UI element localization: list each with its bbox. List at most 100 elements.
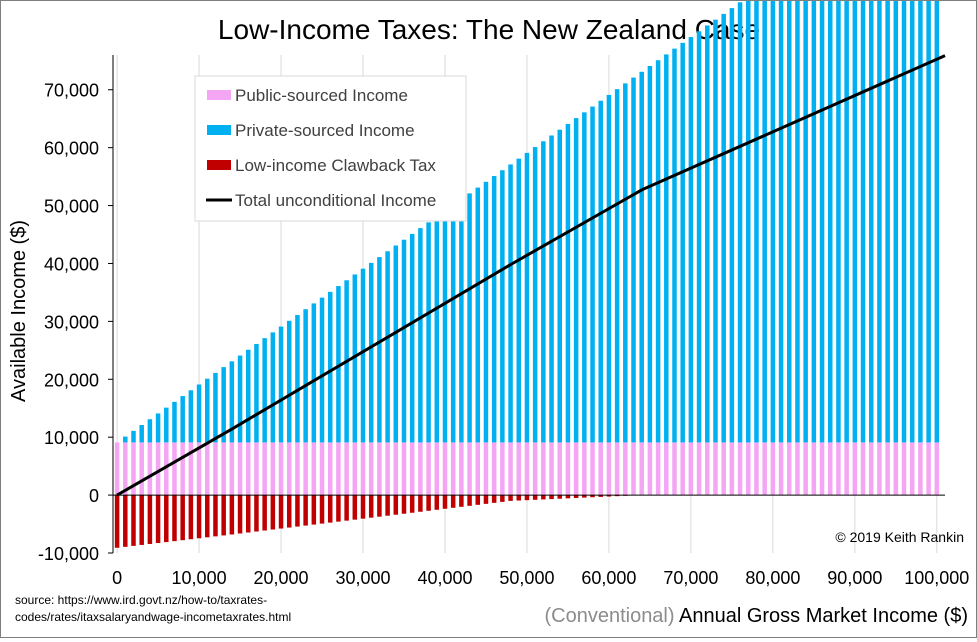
bar-public [205, 442, 210, 495]
bar-public [557, 442, 562, 495]
bar-private [476, 188, 481, 443]
bar-private [566, 124, 571, 442]
bar-public [295, 442, 300, 495]
bar-private [459, 199, 464, 442]
bar-clawback [254, 495, 259, 531]
bar-clawback [180, 495, 185, 540]
bar-private [279, 327, 284, 443]
bar-clawback [369, 495, 374, 518]
bar-public [279, 442, 284, 495]
bar-public [336, 442, 341, 495]
bar-clawback [557, 495, 562, 499]
y-tick-label: 60,000 [44, 139, 99, 159]
bar-public [353, 442, 358, 495]
bar-private [853, 1, 858, 442]
source-note: source: https://www.ird.govt.nz/how-to/t… [15, 592, 375, 626]
bar-clawback [246, 495, 251, 532]
bar-clawback [279, 495, 284, 528]
bar-public [787, 442, 792, 495]
bar-clawback [205, 495, 210, 537]
bar-clawback [271, 495, 276, 529]
bar-private [910, 1, 915, 442]
bar-public [148, 442, 153, 495]
bar-private [131, 431, 136, 443]
bar-private [590, 107, 595, 443]
bar-public [394, 442, 399, 495]
y-tick-label: 10,000 [44, 428, 99, 448]
bar-private [377, 257, 382, 442]
bar-private [369, 263, 374, 443]
bar-public [598, 442, 603, 495]
bar-private [935, 1, 940, 442]
bar-private [328, 292, 333, 443]
bar-clawback [344, 495, 349, 521]
bar-clawback [238, 495, 243, 533]
bar-clawback [549, 495, 554, 499]
bar-clawback [467, 495, 472, 506]
x-tick-label: 10,000 [172, 568, 227, 588]
x-tick-label: 50,000 [499, 568, 554, 588]
bar-public [828, 442, 833, 495]
bar-clawback [525, 495, 530, 500]
bar-private [787, 1, 792, 442]
bar-private [484, 182, 489, 443]
bar-public [467, 442, 472, 495]
bar-clawback [484, 495, 489, 504]
bar-clawback [131, 495, 136, 546]
bar-private [623, 83, 628, 442]
bar-public [541, 442, 546, 495]
y-tick-label: 50,000 [44, 197, 99, 217]
bar-private [639, 72, 644, 443]
bar-clawback [353, 495, 358, 520]
legend-swatch [207, 90, 231, 100]
bar-public [172, 442, 177, 495]
bar-private [713, 20, 718, 443]
bar-private [574, 118, 579, 442]
bar-private [689, 37, 694, 442]
bar-private [402, 240, 407, 443]
y-tick-label: 0 [89, 486, 99, 506]
bar-clawback [287, 495, 292, 527]
bar-clawback [189, 495, 194, 539]
bar-clawback [516, 495, 521, 500]
bar-clawback [377, 495, 382, 517]
bar-private [148, 419, 153, 442]
bar-clawback [394, 495, 399, 515]
bar-public [287, 442, 292, 495]
bar-public [607, 442, 612, 495]
bar-clawback [426, 495, 431, 511]
bar-public [680, 442, 685, 495]
bar-private [254, 344, 259, 442]
bar-public [230, 442, 235, 495]
x-tick-label: 100,000 [904, 568, 969, 588]
bar-public [615, 442, 620, 495]
bar-private [467, 193, 472, 442]
copyright-note: © 2019 Keith Rankin [835, 529, 964, 545]
bar-clawback [533, 495, 538, 500]
bar-private [180, 396, 185, 442]
bar-public [410, 442, 415, 495]
bar-private [426, 222, 431, 442]
bar-private [762, 1, 767, 442]
bar-private [812, 1, 817, 442]
bar-public [426, 442, 431, 495]
bar-public [516, 442, 521, 495]
bar-public [476, 442, 481, 495]
bar-public [705, 442, 710, 495]
bar-private [156, 413, 161, 442]
bar-clawback [320, 495, 325, 524]
bar-public [549, 442, 554, 495]
bar-public [935, 442, 940, 495]
y-tick-label: 40,000 [44, 254, 99, 274]
bar-clawback [115, 495, 120, 548]
x-tick-label: 90,000 [827, 568, 882, 588]
bar-public [762, 442, 767, 495]
bar-public [303, 442, 308, 495]
bar-clawback [328, 495, 333, 523]
bar-private [533, 147, 538, 442]
bar-clawback [303, 495, 308, 525]
bar-public [254, 442, 259, 495]
